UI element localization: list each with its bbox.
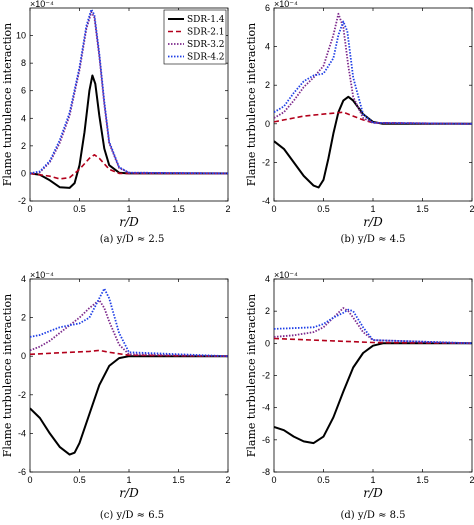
panel-caption: (b) y/D ≈ 4.5 — [340, 234, 405, 245]
x-tick-label: 0 — [271, 475, 276, 485]
plot-frame — [29, 278, 229, 473]
series-line-sdr-1-4 — [274, 342, 472, 445]
y-tick-label: 4 — [21, 274, 26, 284]
x-axis-label: r/D — [363, 215, 383, 229]
x-tick-label: 2 — [469, 475, 474, 485]
y-tick-label: 0 — [21, 168, 26, 178]
x-tick-label: 0 — [271, 204, 276, 214]
x-axis-label: r/D — [119, 486, 139, 500]
panel-3: 0 0.5 1 1.5 2 -6 -4 -2 0 2 4 ×10⁻⁴ Flame turbulence … — [1, 270, 231, 521]
y-tick-label: 4 — [21, 113, 26, 123]
y-axis-label: Flame turbulence interaction — [1, 294, 14, 457]
x-tick-label: 0.5 — [317, 204, 330, 214]
series-line-sdr-4-2 — [274, 308, 472, 345]
y-tick-label: 6 — [21, 86, 26, 96]
y-axis-label: Flame turbulence interaction — [245, 23, 258, 186]
y-tick-label: -8 — [262, 467, 270, 477]
legend-label: SDR-3.2 — [187, 40, 225, 50]
y-tick-label: -6 — [262, 435, 270, 445]
legend: SDR-1.4 SDR-2.1 SDR-3.2 SDR-4.2 — [163, 9, 227, 65]
y-tick-label: 8 — [21, 58, 26, 68]
x-tick-label: 0.5 — [317, 475, 330, 485]
series-line-sdr-1-4 — [30, 74, 228, 189]
y-tick-label: 2 — [21, 141, 26, 151]
y-tick-label: -4 — [18, 428, 26, 438]
x-tick-label: 0.5 — [73, 204, 86, 214]
series-line-sdr-2-1 — [30, 154, 228, 180]
series-line-sdr-1-4 — [274, 95, 472, 189]
x-tick-label: 2 — [469, 204, 474, 214]
series-line-sdr-3-2 — [30, 299, 228, 358]
y-exponent-label: ×10⁻⁴ — [274, 270, 298, 280]
x-tick-label: 1.5 — [172, 204, 185, 214]
legend-label: SDR-2.1 — [187, 28, 225, 38]
y-tick-label: -2 — [18, 390, 26, 400]
y-tick-label: 6 — [265, 3, 270, 13]
y-tick-label: -2 — [262, 371, 270, 381]
y-tick-label: 2 — [21, 313, 26, 323]
series-line-sdr-2-1 — [274, 337, 472, 345]
y-tick-label: 0 — [265, 338, 270, 348]
panel-caption: (a) y/D ≈ 2.5 — [100, 234, 165, 245]
panel-caption: (c) y/D ≈ 6.5 — [100, 510, 164, 521]
y-exponent-label: ×10⁻⁴ — [30, 270, 54, 280]
series-line-sdr-3-2 — [274, 307, 472, 345]
x-tick-label: 1.5 — [416, 204, 429, 214]
y-tick-label: 10 — [16, 31, 26, 41]
y-tick-label: -4 — [262, 403, 270, 413]
y-exponent-label: ×10⁻⁴ — [30, 0, 54, 9]
series-line-sdr-1-4 — [30, 355, 228, 456]
series-line-sdr-2-1 — [30, 349, 228, 357]
x-tick-label: 0 — [27, 204, 32, 214]
y-tick-label: 2 — [265, 306, 270, 316]
x-tick-label: 1.5 — [416, 475, 429, 485]
x-tick-label: 0 — [27, 475, 32, 485]
x-axis-label: r/D — [363, 486, 383, 500]
x-tick-label: 1.5 — [172, 475, 185, 485]
x-tick-label: 1 — [370, 475, 375, 485]
legend-label: SDR-1.4 — [187, 15, 225, 25]
y-exponent-label: ×10⁻⁴ — [274, 0, 298, 9]
y-tick-label: -6 — [18, 467, 26, 477]
y-tick-label: 0 — [21, 351, 26, 361]
x-tick-label: 1 — [126, 475, 131, 485]
y-tick-label: -2 — [18, 196, 26, 206]
x-tick-label: 0.5 — [73, 475, 86, 485]
y-tick-label: 0 — [265, 119, 270, 129]
y-tick-label: 4 — [265, 42, 270, 52]
legend-label: SDR-4.2 — [187, 53, 225, 63]
y-tick-label: -2 — [262, 157, 270, 167]
panel-2: 0 0.5 1 1.5 2 -4 -2 0 2 4 6 ×10⁻⁴ Flame turbulence i… — [245, 0, 474, 245]
y-tick-label: 2 — [265, 80, 270, 90]
x-tick-label: 1 — [126, 204, 131, 214]
x-tick-label: 1 — [370, 204, 375, 214]
panel-caption: (d) y/D ≈ 8.5 — [340, 510, 405, 521]
plot-frame — [273, 7, 473, 202]
plot-frame — [273, 278, 473, 473]
y-axis-label: Flame turbulence interaction — [1, 23, 14, 186]
y-axis-label: Flame turbulence interaction — [245, 294, 258, 457]
series-line-sdr-4-2 — [274, 20, 472, 125]
x-tick-label: 2 — [225, 475, 230, 485]
y-tick-label: 4 — [265, 274, 270, 284]
panel-4: 0 0.5 1 1.5 2 -8 -6 -4 -2 0 2 4 ×10⁻⁴ Flame turbulenc… — [245, 270, 474, 521]
x-axis-label: r/D — [119, 215, 139, 229]
series-line-sdr-2-1 — [274, 111, 472, 125]
y-tick-label: -4 — [262, 196, 270, 206]
x-tick-label: 2 — [225, 204, 230, 214]
